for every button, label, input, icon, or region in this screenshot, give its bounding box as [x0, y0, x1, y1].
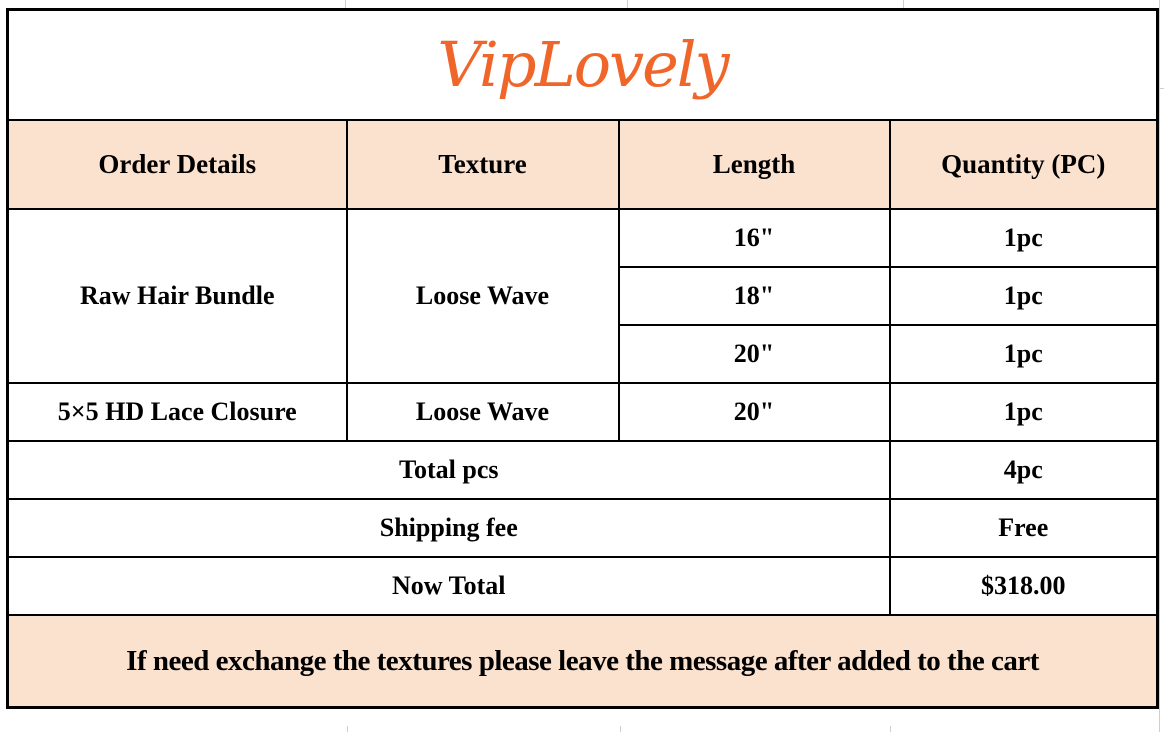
length-cell: 20" — [617, 324, 891, 384]
quantity-cell: 1pc — [888, 266, 1159, 326]
table-row: 5×5 HD Lace Closure Loose Wave 20" 1pc — [6, 382, 1159, 442]
summary-row-total-pcs: Total pcs 4pc — [6, 440, 1159, 500]
summary-value: Free — [888, 498, 1159, 558]
length-cell: 16" — [617, 208, 891, 268]
gridline — [903, 0, 904, 8]
quantity-cell: 1pc — [888, 208, 1159, 268]
texture-cell: Loose Wave — [345, 382, 620, 442]
logo-cell: VipLovely — [6, 8, 1159, 121]
texture-cell: Loose Wave — [345, 208, 620, 384]
summary-label: Now Total — [6, 556, 891, 616]
length-cell: 20" — [617, 382, 891, 442]
item-name-cell: Raw Hair Bundle — [6, 208, 348, 384]
brand-logo: VipLovely — [437, 28, 729, 101]
logo-row: VipLovely — [6, 8, 1159, 121]
gridline — [620, 726, 621, 732]
table-row: 20" 1pc — [8, 324, 1159, 384]
quantity-cell: 1pc — [888, 382, 1159, 442]
length-cell: 18" — [617, 266, 891, 326]
summary-value: 4pc — [888, 440, 1159, 500]
summary-row-now-total: Now Total $318.00 — [6, 556, 1159, 616]
notice-banner-text: If need exchange the textures please lea… — [6, 614, 1159, 709]
quantity-cell: 1pc — [888, 324, 1159, 384]
header-texture: Texture — [345, 119, 620, 210]
summary-label: Total pcs — [6, 440, 891, 500]
table-header-row: Order Details Texture Length Quantity (P… — [6, 119, 1159, 210]
gridline — [1159, 88, 1164, 89]
gridline — [890, 726, 891, 732]
gridline — [627, 0, 628, 8]
gridline — [347, 726, 348, 732]
gridline — [345, 0, 346, 8]
header-length: Length — [617, 119, 891, 210]
now-total-value: $318.00 — [888, 556, 1159, 616]
notice-banner-row: If need exchange the textures please lea… — [6, 614, 1159, 709]
item-name-cell: 5×5 HD Lace Closure — [6, 382, 348, 442]
summary-row-shipping-fee: Shipping fee Free — [6, 498, 1159, 558]
header-order-details: Order Details — [6, 119, 348, 210]
header-quantity: Quantity (PC) — [888, 119, 1159, 210]
table-row: Raw Hair Bundle Loose Wave 16" 1pc — [6, 208, 1159, 384]
table-row: 18" 1pc — [8, 266, 1159, 326]
summary-label: Shipping fee — [6, 498, 891, 558]
order-details-table: VipLovely Order Details Texture Length Q… — [6, 8, 1160, 709]
gridline — [1159, 0, 1160, 732]
